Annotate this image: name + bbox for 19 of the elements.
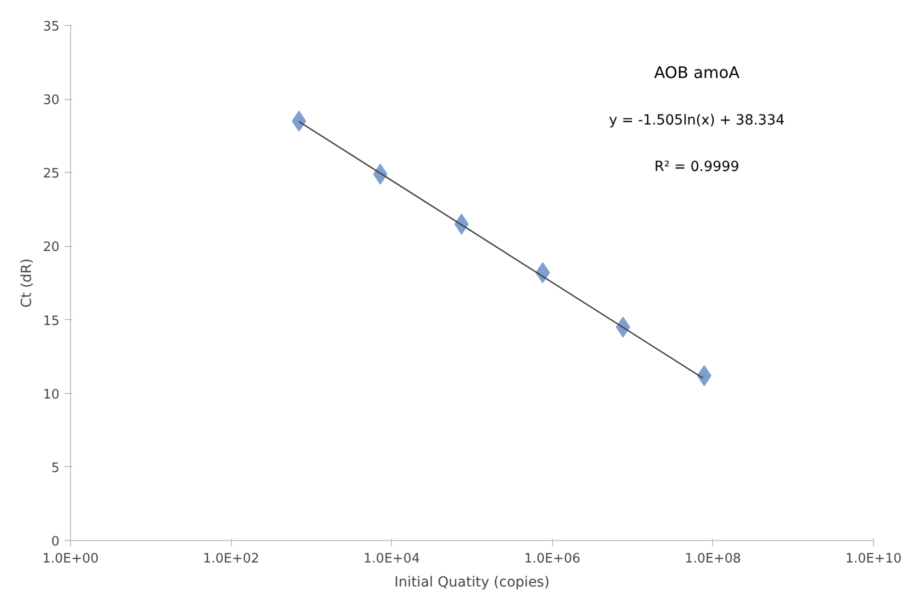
y-axis-title: Ct (dR): [18, 258, 35, 308]
y-tick-label: 15: [42, 314, 60, 329]
x-axis-title: Initial Quatity (copies): [394, 574, 550, 590]
x-tick-label: 1.0E+06: [524, 552, 580, 566]
y-tick-label: 0: [51, 534, 60, 550]
y-tick-label: 10: [42, 387, 60, 402]
annotation: AOB amoA: [654, 63, 740, 82]
x-tick-label: 1.0E+04: [364, 552, 420, 566]
y-tick-label: 35: [42, 20, 60, 34]
y-tick-label: 30: [42, 93, 60, 108]
x-tick-label: 1.0E+10: [845, 552, 902, 566]
y-tick-label: 5: [51, 460, 60, 476]
x-tick-label: 1.0E+00: [42, 552, 99, 566]
y-tick-label: 25: [42, 166, 60, 182]
annotation: y = -1.505ln(x) + 38.334: [609, 112, 785, 128]
y-tick-label: 20: [42, 240, 60, 256]
annotation: R² = 0.9999: [654, 158, 740, 175]
x-tick-label: 1.0E+02: [202, 552, 260, 566]
x-tick-label: 1.0E+08: [684, 552, 742, 566]
